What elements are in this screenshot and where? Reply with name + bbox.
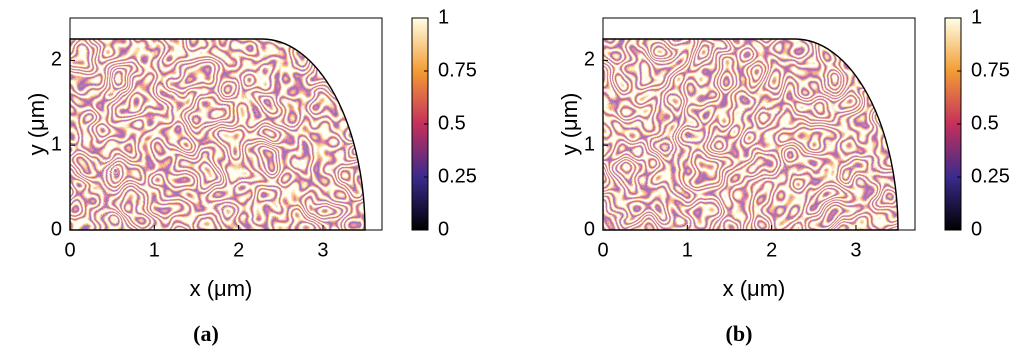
- colorbar-tick-label: 0.25: [971, 165, 1010, 187]
- colorbar-tick-label: 0: [971, 218, 982, 240]
- panel-caption: (a): [193, 321, 219, 346]
- y-axis-label: y (μm): [557, 93, 582, 156]
- axes-frame: [602, 17, 916, 231]
- colorbar-tick-label: 0.5: [971, 112, 999, 134]
- x-axis-label: x (μm): [723, 276, 786, 301]
- y-axis-label: y (μm): [24, 93, 49, 156]
- x-tick-label: 3: [850, 239, 861, 261]
- x-axis-label: x (μm): [190, 276, 253, 301]
- domain-outline: [602, 38, 899, 231]
- y-tick-label: 0: [584, 218, 595, 240]
- colorbar-tick-label: 0.75: [971, 59, 1010, 81]
- x-tick-label: 2: [766, 239, 777, 261]
- y-tick-label: 1: [51, 133, 62, 155]
- domain-outline: [69, 38, 366, 231]
- colorbar-tick-label: 1: [438, 6, 449, 28]
- x-tick-label: 1: [682, 239, 693, 261]
- x-tick-label: 0: [64, 239, 75, 261]
- panel-caption: (b): [726, 321, 753, 346]
- colorbar-tick-label: 0.75: [438, 59, 477, 81]
- pattern-field: [70, 39, 365, 230]
- x-tick-label: 2: [233, 239, 244, 261]
- pattern-field: [603, 39, 898, 230]
- x-tick-label: 0: [597, 239, 608, 261]
- colorbar-tick-label: 0.5: [438, 112, 466, 134]
- y-tick-label: 2: [584, 49, 595, 71]
- colorbar-tick-label: 0: [438, 218, 449, 240]
- y-tick-label: 1: [584, 133, 595, 155]
- colorbar-tick-label: 0.25: [438, 165, 477, 187]
- axes-frame: [69, 17, 383, 231]
- colorbar-tick-label: 1: [971, 6, 982, 28]
- y-tick-label: 2: [51, 49, 62, 71]
- y-tick-label: 0: [51, 218, 62, 240]
- x-tick-label: 3: [317, 239, 328, 261]
- x-tick-label: 1: [149, 239, 160, 261]
